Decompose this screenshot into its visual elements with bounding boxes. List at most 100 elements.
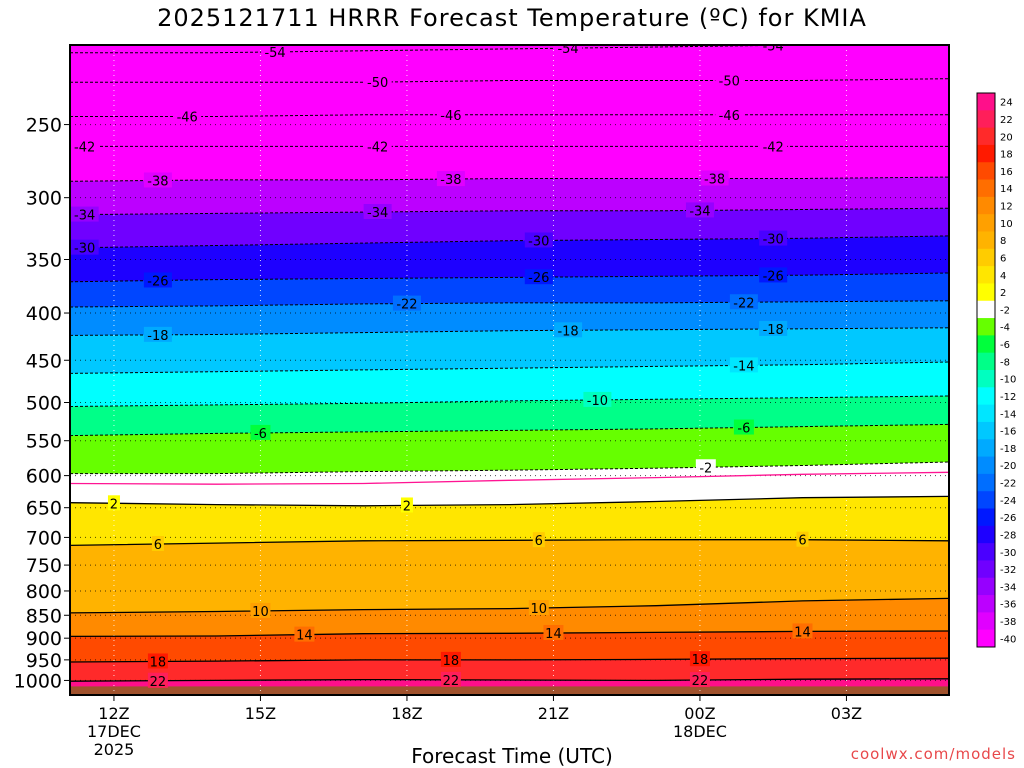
isotherm-dashed — [70, 235, 949, 249]
freezing-line — [70, 471, 949, 485]
isotherm-label-bg — [689, 672, 710, 688]
colorbar-cell — [977, 560, 995, 579]
isotherm-label-bg — [543, 624, 564, 640]
colorbar-cell — [977, 404, 995, 423]
colorbar-label: 20 — [1000, 132, 1013, 143]
colorbar-cell — [977, 543, 995, 561]
colorbar-label: 10 — [1000, 219, 1013, 230]
isotherm-label: 6 — [798, 534, 806, 549]
isotherm-label-bg — [528, 600, 549, 616]
y-tick-label: 650 — [26, 498, 62, 520]
isotherm-label: -18 — [763, 323, 784, 338]
isotherm-label-bg — [440, 651, 461, 667]
colorbar-label: -12 — [1000, 392, 1016, 403]
isotherm-label: -6 — [254, 427, 267, 442]
colorbar-cell — [977, 525, 995, 544]
colorbar-cell — [977, 491, 995, 509]
x-tick-label: 00Z — [684, 704, 715, 723]
colorbar-label: 2 — [1000, 288, 1006, 299]
isotherm-label-bg — [143, 172, 172, 188]
x-tick-label: 18Z — [391, 704, 422, 723]
y-tick-label: 900 — [26, 628, 62, 650]
isotherm-label-bg — [400, 497, 413, 513]
colorbar-label: 4 — [1000, 271, 1006, 282]
y-tick-label: 950 — [26, 650, 62, 672]
isotherm-label-bg — [173, 108, 202, 124]
isotherm-label: -50 — [367, 76, 388, 91]
chart-title: 2025121711 HRRR Forecast Temperature (ºC… — [157, 4, 867, 32]
isotherm-label-bg — [440, 671, 461, 687]
isotherm-label-bg — [147, 672, 168, 688]
colorbar-label: 14 — [1000, 184, 1013, 195]
colorbar-cell — [977, 473, 995, 492]
isotherm-label-bg — [759, 267, 788, 283]
colorbar-label: -24 — [1000, 496, 1016, 507]
isotherm-label: -6 — [737, 422, 750, 437]
isotherm-label: -46 — [440, 109, 461, 124]
isotherm-dashed — [70, 395, 949, 407]
isotherm-label-bg — [715, 106, 744, 122]
y-axis: 2503003504004505005506006507007508008509… — [14, 115, 70, 692]
isotherm-dashed — [70, 207, 949, 216]
isotherm-dashed — [70, 78, 949, 83]
isotherm-label-bg — [729, 357, 758, 373]
isotherm-label: -42 — [367, 140, 388, 155]
isotherm-label-bg — [143, 272, 172, 288]
isotherm-label: 14 — [794, 625, 811, 640]
isotherm-label-bg — [261, 45, 290, 59]
isotherm-label-bg — [147, 653, 168, 669]
isotherm-label: 10 — [531, 602, 548, 617]
isotherm-label-bg — [363, 138, 392, 154]
isotherm-label-bg — [436, 171, 465, 187]
y-tick-label: 300 — [26, 188, 62, 210]
isotherm-solid — [70, 678, 949, 682]
colorbar-label: 22 — [1000, 115, 1013, 126]
isotherm-solid — [70, 597, 949, 614]
colorbar-cell — [977, 439, 995, 458]
colorbar-cell — [977, 318, 995, 336]
colorbar-cell — [977, 283, 995, 302]
temperature-fill — [70, 45, 949, 695]
isotherm-label-bg — [759, 230, 788, 246]
colorbar-label: -8 — [1000, 357, 1010, 368]
isotherm-label-bg — [792, 623, 813, 639]
isotherm-label-bg — [554, 45, 583, 56]
isotherm-label: -2 — [699, 461, 712, 476]
colorbar-label: -36 — [1000, 600, 1016, 611]
isotherm-label: -26 — [147, 274, 168, 289]
colorbar-label: -2 — [1000, 305, 1010, 316]
colorbar-cell — [977, 335, 995, 354]
credit-link[interactable]: coolwx.com/models — [850, 745, 1016, 763]
isotherm-label: -46 — [719, 109, 740, 124]
isotherm-dashed — [70, 45, 949, 54]
colorbar-cell — [977, 248, 995, 267]
y-tick-label: 600 — [26, 466, 62, 488]
y-tick-label: 750 — [26, 555, 62, 577]
isotherm-label-bg — [250, 424, 271, 440]
isotherm-label-bg — [715, 72, 744, 88]
isotherm-label-bg — [689, 651, 710, 667]
isotherm-label: -38 — [440, 173, 461, 188]
isotherm-dashed — [70, 176, 949, 182]
isotherm-label-bg — [695, 459, 716, 475]
colorbar-label: -34 — [1000, 582, 1016, 593]
isotherm-label: -42 — [74, 140, 95, 155]
pressure-gridlines — [70, 45, 949, 695]
isotherm-dashed — [70, 300, 949, 308]
isotherm-label: 2 — [403, 499, 411, 514]
colorbar-cell — [977, 629, 995, 648]
colorbar-cell — [977, 387, 995, 406]
y-tick-label: 400 — [26, 303, 62, 325]
isotherm-label-bg — [729, 294, 758, 310]
isotherm-dashed — [70, 272, 949, 283]
colorbar-cell — [977, 508, 995, 527]
colorbar-cell — [977, 300, 995, 319]
x-axis-label: Forecast Time (UTC) — [411, 744, 613, 768]
isotherm-label-bg — [392, 295, 421, 311]
isotherm-label: -30 — [74, 242, 95, 257]
colorbar-label: -32 — [1000, 565, 1016, 576]
colorbar-label: -28 — [1000, 530, 1016, 541]
isotherm-label: 10 — [252, 605, 269, 620]
colorbar-cell — [977, 162, 995, 181]
x-tick-label: 2025 — [94, 740, 135, 759]
